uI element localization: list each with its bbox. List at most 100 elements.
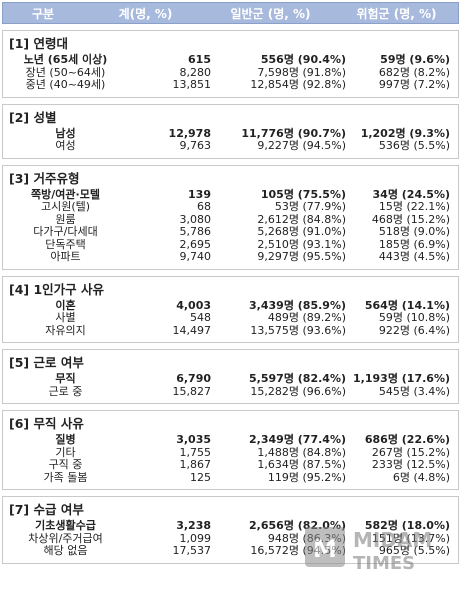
row-risk: 922명 (6.4%) [378,323,450,337]
row-general: 11,776명 (90.7%) [241,126,346,140]
row-total: 4,003 [176,298,211,312]
table-row: 무직 6,790 5,597명 (82.4%) 1,193명 (17.6%) [3,372,458,386]
row-general: 489명 (89.2%) [267,311,346,324]
row-label: 여성 [55,139,76,152]
row-risk: 682명 (8.2%) [378,65,450,79]
row-general: 119명 (95.2%) [267,470,346,484]
table-row: 질병 3,035 2,349명 (77.4%) 686명 (22.6%) [3,433,458,447]
table-row: 남성 12,978 11,776명 (90.7%) 1,202명 (9.3%) [3,126,458,141]
row-general: 5,597명 (82.4%) [249,372,346,385]
row-risk: 6명 (4.8%) [392,470,450,484]
row-risk: 15명 (22.1%) [378,200,450,213]
row-risk: 34명 (24.5%) [372,187,450,201]
row-label: 이혼 [55,298,76,312]
row-label: 쪽방/여관·모텔 [31,187,100,201]
row-label: 근로 중 [48,384,83,398]
section-title: [2] 성별 [9,109,57,125]
row-general: 1,634명 (87.5%) [257,458,346,471]
table-row: 근로 중 15,827 15,282명 (96.6%) 545명 (3.4%) [3,384,458,399]
row-label: 질병 [55,433,76,446]
row-risk: 59명 (9.6%) [380,53,450,66]
row-total: 5,786 [179,225,212,238]
row-total: 1,099 [179,531,212,545]
row-total: 9,740 [179,250,212,263]
row-general: 15,282명 (96.6%) [250,384,346,398]
section-title: [3] 거주유형 [9,170,80,186]
row-total: 9,763 [179,139,212,152]
table-row: 자유의지 14,497 13,575명 (93.6%) 922명 (6.4%) [3,323,458,338]
row-general: 9,227명 (94.5%) [257,139,346,152]
section-title: [1] 연령대 [9,36,68,51]
row-label: 원룸 [55,212,76,226]
row-general: 1,488명 (84.8%) [257,445,346,459]
row-total: 2,695 [179,237,212,251]
row-total: 8,280 [179,65,212,79]
row-total: 3,035 [176,433,211,446]
table-row: 여성 9,763 9,227명 (94.5%) 536명 (5.5%) [3,139,458,153]
table-row: 고시원(텔) 68 53명 (77.9%) 15명 (22.1%) [3,200,458,214]
table-row: 차상위/주거급여 1,099 948명 (86.3%) 151명 (13.7%) [3,531,458,546]
header-general: 일반군 (명, %) [230,6,311,21]
section: [5] 근로 여부 무직 6,790 5,597명 (82.4%) 1,193명 (17… [2,349,459,404]
row-risk: 233명 (12.5%) [371,458,450,471]
row-total: 3,080 [179,212,212,226]
row-risk: 468명 (15.2%) [371,212,450,226]
row-total: 1,867 [179,458,212,471]
section-title: [5] 근로 여부 [9,355,84,370]
section-title: [4] 1인가구 사유 [9,281,105,297]
row-label: 고시원(텔) [40,200,91,213]
section: [4] 1인가구 사유 이혼 4,003 3,439명 (85.9%) 564명 (14… [2,275,459,343]
row-general: 53명 (77.9%) [274,200,346,213]
section: [3] 거주유형 쪽방/여관·모텔 139 105명 (75.5%) 34명 (24.5… [2,164,459,270]
table-row: 구직 중 1,867 1,634명 (87.5%) 233명 (12.5%) [3,458,458,472]
table-row: 장년 (50~64세) 8,280 7,598명 (91.8%) 682명 (8.2%… [3,65,458,80]
section: [7] 수급 여부 기초생활수급 3,238 2,656명 (82.0%) 582명 (… [2,496,459,564]
row-general: 9,297명 (95.5%) [257,250,346,263]
row-total: 1,755 [179,445,212,459]
table-row: 이혼 4,003 3,439명 (85.9%) 564명 (14.1%) [3,298,458,313]
row-label: 구직 중 [48,458,83,471]
table-row: 아파트 9,740 9,297명 (95.5%) 443명 (4.5%) [3,250,458,264]
row-label: 사별 [55,311,76,324]
row-total: 125 [190,470,211,484]
row-risk: 1,193명 (17.6%) [353,372,450,385]
section-title: [6] 무직 사유 [9,416,84,431]
row-total: 6,790 [176,372,211,385]
sections-container: [1] 연령대 노년 (65세 이상) 615 556명 (90.4%) 59명 (9.… [2,30,459,564]
row-label: 자유의지 [45,323,86,337]
row-risk: 582명 (18.0%) [364,519,450,532]
table-header: 구분 계(명, %) 일반군 (명, %) 위험군 (명, %) [2,2,459,24]
row-risk: 443명 (4.5%) [378,250,450,263]
table-row: 기타 1,755 1,488명 (84.8%) 267명 (15.2%) [3,445,458,460]
row-risk: 185명 (6.9%) [378,237,450,251]
row-general: 12,854명 (92.8%) [250,78,346,91]
row-general: 3,439명 (85.9%) [249,298,346,312]
row-general: 2,510명 (93.1%) [257,237,346,251]
section: [1] 연령대 노년 (65세 이상) 615 556명 (90.4%) 59명 (9.… [2,30,459,98]
row-label: 차상위/주거급여 [28,531,103,545]
row-risk: 151명 (13.7%) [371,531,450,545]
row-total: 548 [190,311,211,324]
header-risk: 위험군 (명, %) [356,6,437,21]
table-row: 단독주택 2,695 2,510명 (93.1%) 185명 (6.9%) [3,237,458,252]
table-row: 기초생활수급 3,238 2,656명 (82.0%) 582명 (18.0%) [3,519,458,533]
row-label: 가족 돌봄 [43,470,88,484]
row-total: 139 [188,187,211,201]
row-label: 노년 (65세 이상) [23,53,108,66]
row-total: 12,978 [168,126,211,140]
table-row: 원룸 3,080 2,612명 (84.8%) 468명 (15.2%) [3,212,458,227]
header-total: 계(명, %) [118,6,173,21]
row-risk: 686명 (22.6%) [364,433,450,446]
row-general: 5,268명 (91.0%) [257,225,346,238]
row-general: 16,572명 (94.5%) [250,544,346,557]
header-category: 구분 [31,6,55,21]
table-row: 사별 548 489명 (89.2%) 59명 (10.8%) [3,311,458,325]
table-row: 쪽방/여관·모텔 139 105명 (75.5%) 34명 (24.5%) [3,187,458,202]
row-general: 556명 (90.4%) [260,53,346,66]
row-label: 중년 (40~49세) [25,78,106,91]
table-row: 해당 없음 17,537 16,572명 (94.5%) 965명 (5.5%) [3,544,458,558]
row-general: 13,575명 (93.6%) [250,323,346,337]
row-risk: 536명 (5.5%) [378,139,450,152]
row-total: 15,827 [172,384,212,398]
row-risk: 965명 (5.5%) [378,544,450,557]
